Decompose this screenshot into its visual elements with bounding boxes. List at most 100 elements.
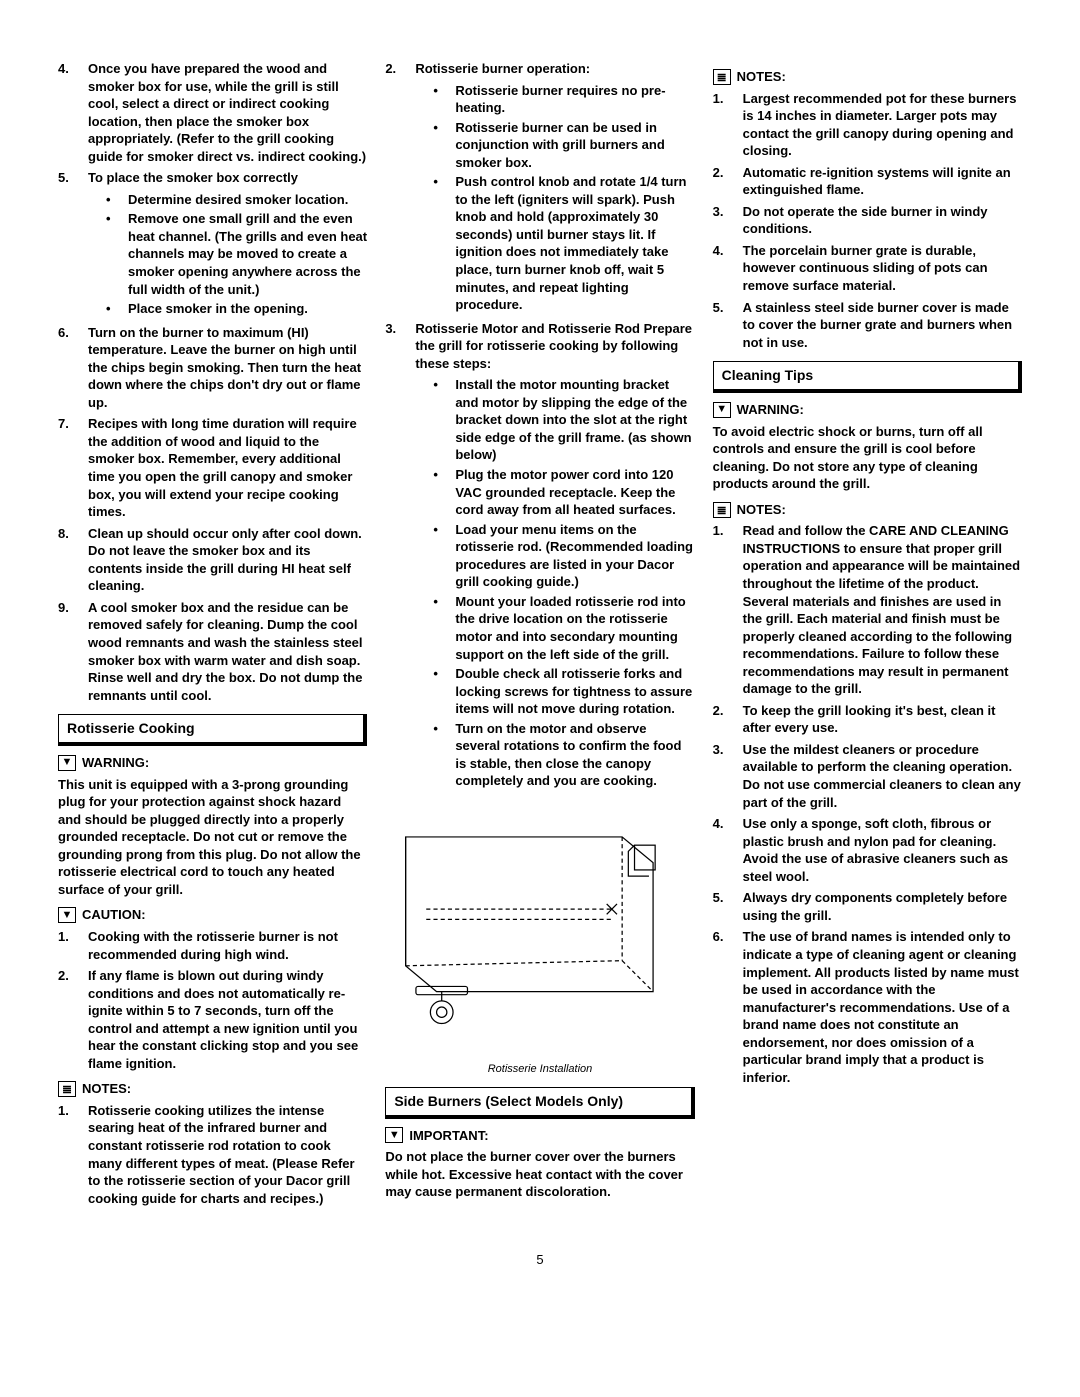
sub-list-item: Double check all rotisserie forks and lo… — [415, 665, 694, 718]
item-number: 1. — [58, 928, 72, 963]
item-number: 3. — [385, 320, 399, 373]
list-item: 1.Rotisserie cooking utilizes the intens… — [58, 1102, 367, 1207]
notes-callout-3a: NOTES: — [713, 68, 1022, 86]
list-item: 1.Read and follow the CARE AND CLEANING … — [713, 522, 1022, 697]
item-number: 9. — [58, 599, 72, 704]
col1-notes-list: 1.Rotisserie cooking utilizes the intens… — [58, 1102, 367, 1207]
item-text: Largest recommended pot for these burner… — [743, 90, 1022, 160]
important-callout: IMPORTANT: — [385, 1127, 694, 1145]
list-item: 3. Do not operate the side burner in wind… — [713, 203, 1022, 238]
col1-caution-list: 1. Cooking with the rotisserie burner is … — [58, 928, 367, 1072]
item-text: To keep the grill looking it's best, cle… — [743, 702, 1022, 737]
item-text: A stainless steel side burner cover is m… — [743, 299, 1022, 352]
item-number: 2. — [713, 164, 727, 199]
item-text: Rotisserie burner operation: — [415, 60, 694, 78]
sub-list: Determine desired smoker location.Remove… — [88, 191, 367, 318]
item-number: 4. — [58, 60, 72, 165]
column-2: 2. Rotisserie burner operation: Rotisserie… — [385, 60, 694, 1211]
item-text: Automatic re-ignition systems will ignit… — [743, 164, 1022, 199]
sub-item-text: Turn on the motor and observe several ro… — [455, 720, 694, 790]
list-item: 5. Always dry components completely befor… — [713, 889, 1022, 924]
list-item: 9.A cool smoker box and the residue can … — [58, 599, 367, 704]
list-item: 6.The use of brand names is intended onl… — [713, 928, 1022, 1086]
item-number: 1. — [58, 1102, 72, 1207]
three-column-layout: 4.Once you have prepared the wood and sm… — [58, 60, 1022, 1211]
item-text: Use only a sponge, soft cloth, fibrous o… — [743, 815, 1022, 885]
sub-list-item: Plug the motor power cord into 120 VAC g… — [415, 466, 694, 519]
item-number: 2. — [58, 967, 72, 1072]
item-text: Cooking with the rotisserie burner is no… — [88, 928, 367, 963]
item-text: Turn on the burner to maximum (HI) tempe… — [88, 324, 367, 412]
item-text: A cool smoker box and the residue can be… — [88, 599, 367, 704]
item-text: Do not operate the side burner in windy … — [743, 203, 1022, 238]
col2-list: 2. Rotisserie burner operation: Rotisserie… — [385, 60, 694, 792]
warning-text-3: To avoid electric shock or burns, turn o… — [713, 423, 1022, 493]
notes-icon — [713, 69, 731, 85]
rotisserie-installation-figure — [385, 806, 694, 1053]
sub-item-text: Load your menu items on the rotisserie r… — [455, 521, 694, 591]
sub-item-text: Place smoker in the opening. — [128, 300, 367, 318]
list-item: 2.If any flame is blown out during windy… — [58, 967, 367, 1072]
sub-item-text: Install the motor mounting bracket and m… — [455, 376, 694, 464]
sub-list-item: Turn on the motor and observe several ro… — [415, 720, 694, 790]
item-number: 1. — [713, 522, 727, 697]
section-cleaning-tips: Cleaning Tips — [713, 361, 1022, 393]
item-text: Clean up should occur only after cool do… — [88, 525, 367, 595]
page-number: 5 — [58, 1251, 1022, 1269]
item-text: Once you have prepared the wood and smok… — [88, 60, 367, 165]
warning-icon — [58, 755, 76, 771]
item-text: The use of brand names is intended only … — [743, 928, 1022, 1086]
col1-list: 4.Once you have prepared the wood and sm… — [58, 60, 367, 704]
item-number: 3. — [713, 203, 727, 238]
item-text: Rotisserie cooking utilizes the intense … — [88, 1102, 367, 1207]
warning-label: WARNING: — [737, 401, 804, 419]
sub-list: Rotisserie burner requires no pre-heatin… — [415, 82, 694, 314]
item-text: Always dry components completely before … — [743, 889, 1022, 924]
list-item: 4.Once you have prepared the wood and sm… — [58, 60, 367, 165]
list-item: 5. A stainless steel side burner cover is… — [713, 299, 1022, 352]
list-item-sub-wrap: Rotisserie burner requires no pre-heatin… — [385, 82, 694, 316]
item-text: The porcelain burner grate is durable, h… — [743, 242, 1022, 295]
notes-callout-3b: NOTES: — [713, 501, 1022, 519]
item-number: 5. — [713, 299, 727, 352]
sub-list-item: Push control knob and rotate 1/4 turn to… — [415, 173, 694, 313]
sub-list-item: Remove one small grill and the even heat… — [88, 210, 367, 298]
sub-item-text: Determine desired smoker location. — [128, 191, 367, 209]
item-number: 5. — [713, 889, 727, 924]
item-text: Read and follow the CARE AND CLEANING IN… — [743, 522, 1022, 697]
item-number: 4. — [713, 242, 727, 295]
important-icon — [385, 1127, 403, 1143]
sub-item-text: Double check all rotisserie forks and lo… — [455, 665, 694, 718]
list-item-sub-wrap: Determine desired smoker location.Remove… — [58, 191, 367, 320]
list-item: 4. The porcelain burner grate is durable,… — [713, 242, 1022, 295]
item-text: If any flame is blown out during windy c… — [88, 967, 367, 1072]
sub-list-item: Determine desired smoker location. — [88, 191, 367, 209]
caution-label: CAUTION: — [82, 906, 146, 924]
warning-icon — [713, 402, 731, 418]
item-text: Recipes with long time duration will req… — [88, 415, 367, 520]
list-item: 5.To place the smoker box correctly — [58, 169, 367, 187]
item-number: 8. — [58, 525, 72, 595]
item-text: To place the smoker box correctly — [88, 169, 367, 187]
warning-callout: WARNING: — [58, 754, 367, 772]
list-item: 1. Cooking with the rotisserie burner is … — [58, 928, 367, 963]
notes-icon — [58, 1081, 76, 1097]
list-item: 4.Use only a sponge, soft cloth, fibrous… — [713, 815, 1022, 885]
item-number: 2. — [385, 60, 399, 78]
sub-item-text: Push control knob and rotate 1/4 turn to… — [455, 173, 694, 313]
item-text: Use the mildest cleaners or procedure av… — [743, 741, 1022, 811]
warning-text: This unit is equipped with a 3-prong gro… — [58, 776, 367, 899]
sub-list-item: Rotisserie burner requires no pre-heatin… — [415, 82, 694, 117]
notes-icon — [713, 502, 731, 518]
item-number: 1. — [713, 90, 727, 160]
list-item: 2. Rotisserie burner operation: — [385, 60, 694, 78]
important-text: Do not place the burner cover over the b… — [385, 1148, 694, 1201]
section-side-burners: Side Burners (Select Models Only) — [385, 1087, 694, 1119]
list-item: 3.Use the mildest cleaners or procedure … — [713, 741, 1022, 811]
caution-icon — [58, 907, 76, 923]
item-number: 6. — [713, 928, 727, 1086]
sub-list: Install the motor mounting bracket and m… — [415, 376, 694, 790]
list-item: 2. Automatic re-ignition systems will ign… — [713, 164, 1022, 199]
sub-list-item: Place smoker in the opening. — [88, 300, 367, 318]
col3-notes-list-1: 1.Largest recommended pot for these burn… — [713, 90, 1022, 352]
